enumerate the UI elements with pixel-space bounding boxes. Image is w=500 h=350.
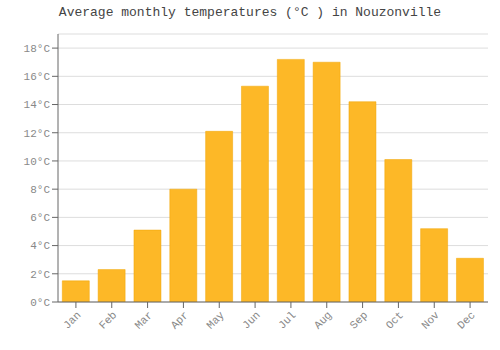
svg-text:14°C: 14°C <box>24 99 51 111</box>
svg-text:Sep: Sep <box>348 309 370 331</box>
svg-text:8°C: 8°C <box>30 184 50 196</box>
svg-text:Aug: Aug <box>312 309 334 331</box>
svg-text:16°C: 16°C <box>24 71 51 83</box>
svg-text:18°C: 18°C <box>24 43 51 55</box>
svg-text:Apr: Apr <box>169 309 191 331</box>
html-text:Average monthly temperatures (: Average monthly temperatures (°C ) in No… <box>58 5 442 20</box>
svg-text:6°C: 6°C <box>30 212 50 224</box>
svg-text:Jan: Jan <box>61 309 83 331</box>
svg-text:Jun: Jun <box>240 309 262 331</box>
svg-text:4°C: 4°C <box>30 240 50 252</box>
svg-text:2°C: 2°C <box>30 269 50 281</box>
svg-text:May: May <box>204 309 227 332</box>
svg-text:Dec: Dec <box>455 309 477 331</box>
svg-text:Feb: Feb <box>97 309 119 331</box>
svg-text:Oct: Oct <box>384 309 406 331</box>
svg-text:Jul: Jul <box>276 309 298 331</box>
svg-text:Mar: Mar <box>133 309 155 331</box>
svg-text:0°C: 0°C <box>30 297 50 309</box>
svg-text:12°C: 12°C <box>24 128 51 140</box>
svg-text:10°C: 10°C <box>24 156 51 168</box>
svg-text:Nov: Nov <box>419 309 442 332</box>
